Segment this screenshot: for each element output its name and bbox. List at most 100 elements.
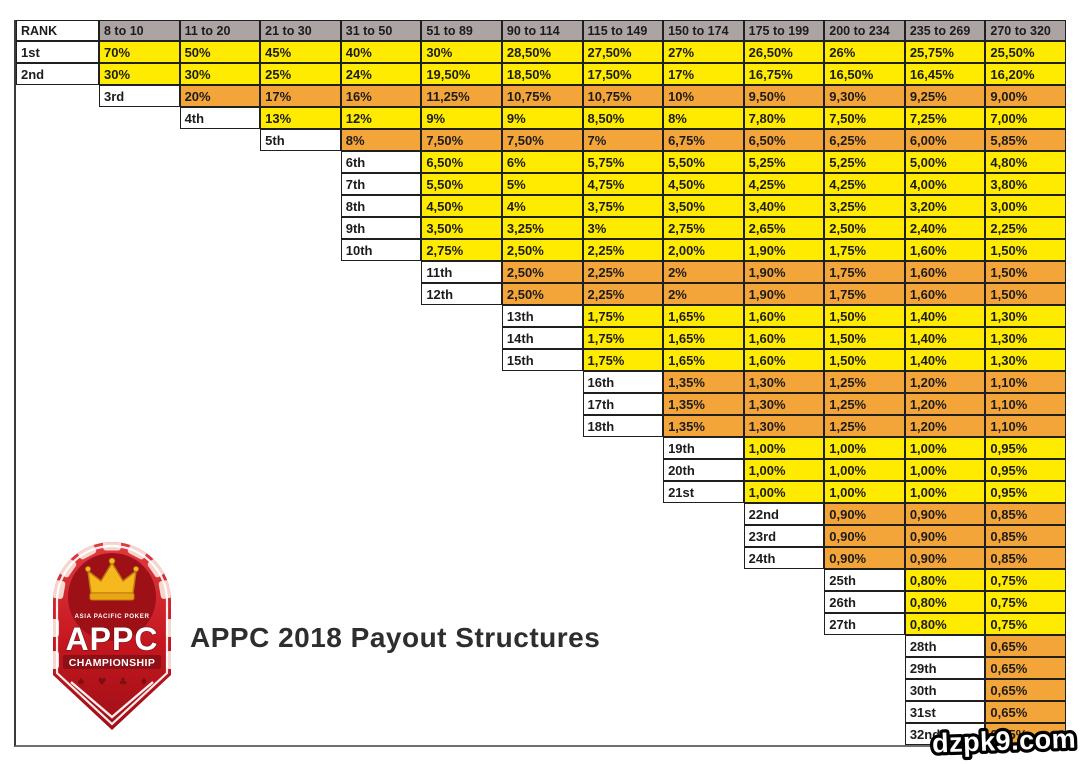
payout-cell: 2,75% bbox=[663, 217, 744, 239]
payout-cell: 2% bbox=[663, 283, 744, 305]
payout-cell: 0,90% bbox=[904, 503, 986, 525]
rank-cell: 31st bbox=[904, 701, 986, 723]
column-header: 11 to 20 bbox=[179, 20, 261, 41]
payout-cell: 6,25% bbox=[824, 129, 905, 151]
column-header: 175 to 199 bbox=[743, 20, 825, 41]
rank-cell: 4th bbox=[179, 107, 261, 129]
payout-cell: 7,25% bbox=[904, 107, 986, 129]
badge-inner-outline bbox=[55, 544, 169, 726]
payout-cell: 3,75% bbox=[582, 195, 664, 217]
payout-cell: 2,25% bbox=[582, 261, 664, 283]
column-header: 200 to 234 bbox=[824, 20, 905, 41]
payout-cell: 45% bbox=[260, 41, 341, 63]
payout-cell: 16,50% bbox=[824, 63, 905, 85]
watermark: dzpk9.com bbox=[928, 720, 1080, 762]
payout-cell: 2,25% bbox=[985, 217, 1066, 239]
empty-region bbox=[16, 327, 502, 349]
empty-region bbox=[16, 151, 341, 173]
payout-cell: 3,40% bbox=[743, 195, 825, 217]
empty-region bbox=[16, 217, 341, 239]
payout-cell: 1,60% bbox=[904, 261, 986, 283]
payout-cell: 1,25% bbox=[824, 371, 905, 393]
payout-cell: 1,30% bbox=[743, 371, 825, 393]
rank-cell: 9th bbox=[340, 217, 422, 239]
payout-cell: 1,20% bbox=[904, 393, 986, 415]
rank-cell: 1st bbox=[16, 41, 99, 63]
payout-cell: 1,35% bbox=[663, 415, 744, 437]
payout-cell: 9,25% bbox=[904, 85, 986, 107]
club-icon: ♣ bbox=[119, 677, 128, 688]
logo-top-text: ASIA PACIFIC POKER bbox=[74, 613, 149, 620]
payout-cell: 27,50% bbox=[582, 41, 664, 63]
payout-cell: 40% bbox=[340, 41, 422, 63]
rank-cell: 7th bbox=[340, 173, 422, 195]
payout-cell: 3,80% bbox=[985, 173, 1066, 195]
empty-region bbox=[16, 481, 663, 503]
payout-cell: 1,60% bbox=[743, 305, 825, 327]
payout-cell: 2,50% bbox=[501, 283, 583, 305]
payout-cell: 1,40% bbox=[904, 327, 986, 349]
payout-cell: 2,50% bbox=[824, 217, 905, 239]
payout-cell: 1,30% bbox=[985, 327, 1066, 349]
empty-region bbox=[16, 85, 99, 107]
payout-cell: 4,75% bbox=[582, 173, 664, 195]
payout-cell: 8,50% bbox=[582, 107, 664, 129]
payout-cell: 1,50% bbox=[824, 305, 905, 327]
payout-cell: 26,50% bbox=[743, 41, 825, 63]
payout-cell: 1,25% bbox=[824, 415, 905, 437]
payout-cell: 19,50% bbox=[421, 63, 502, 85]
payout-cell: 0,85% bbox=[985, 547, 1066, 569]
payout-cell: 17% bbox=[260, 85, 341, 107]
rank-cell: 2nd bbox=[16, 63, 99, 85]
payout-cell: 1,75% bbox=[582, 305, 664, 327]
payout-cell: 1,30% bbox=[743, 415, 825, 437]
payout-cell: 2,00% bbox=[663, 239, 744, 261]
payout-cell: 0,65% bbox=[985, 701, 1066, 723]
column-header: 115 to 149 bbox=[582, 20, 664, 41]
heart-icon: ♥ bbox=[98, 677, 107, 688]
payout-cell: 1,10% bbox=[985, 415, 1066, 437]
payout-cell: 27% bbox=[663, 41, 744, 63]
rank-cell: 15th bbox=[501, 349, 583, 371]
payout-cell: 1,00% bbox=[824, 459, 905, 481]
payout-cell: 4,25% bbox=[743, 173, 825, 195]
rank-cell: 11th bbox=[421, 261, 502, 283]
payout-cell: 6,50% bbox=[421, 151, 502, 173]
empty-region bbox=[16, 459, 663, 481]
payout-cell: 10,75% bbox=[501, 85, 583, 107]
payout-cell: 1,75% bbox=[824, 261, 905, 283]
payout-cell: 5,75% bbox=[582, 151, 664, 173]
payout-cell: 4,50% bbox=[663, 173, 744, 195]
payout-cell: 17% bbox=[663, 63, 744, 85]
badge-tip-chevron bbox=[70, 681, 154, 719]
payout-cell: 4,50% bbox=[421, 195, 502, 217]
payout-cell: 9% bbox=[501, 107, 583, 129]
rank-cell: 20th bbox=[663, 459, 744, 481]
payout-cell: 6% bbox=[501, 151, 583, 173]
payout-cell: 0,95% bbox=[985, 437, 1066, 459]
payout-cell: 3,25% bbox=[501, 217, 583, 239]
payout-cell: 1,10% bbox=[985, 371, 1066, 393]
payout-cell: 2,50% bbox=[501, 239, 583, 261]
payout-cell: 8% bbox=[340, 129, 422, 151]
payout-cell: 0,75% bbox=[985, 569, 1066, 591]
payout-cell: 1,75% bbox=[582, 327, 664, 349]
championship-band bbox=[63, 655, 161, 669]
empty-region bbox=[16, 415, 583, 437]
rank-cell: 12th bbox=[421, 283, 502, 305]
payout-cell: 1,50% bbox=[985, 239, 1066, 261]
empty-region bbox=[16, 261, 421, 283]
payout-cell: 0,65% bbox=[985, 723, 1066, 745]
payout-cell: 6,00% bbox=[904, 129, 986, 151]
payout-cell: 1,40% bbox=[904, 305, 986, 327]
payout-cell: 1,00% bbox=[904, 459, 986, 481]
logo-sub-text: CHAMPIONSHIP bbox=[69, 657, 155, 669]
payout-cell: 20% bbox=[179, 85, 261, 107]
payout-cell: 1,50% bbox=[824, 327, 905, 349]
payout-cell: 24% bbox=[340, 63, 422, 85]
payout-cell: 3,50% bbox=[663, 195, 744, 217]
payout-cell: 17,50% bbox=[582, 63, 664, 85]
payout-cell: 9% bbox=[421, 107, 502, 129]
payout-cell: 5,85% bbox=[985, 129, 1066, 151]
payout-cell: 50% bbox=[179, 41, 261, 63]
